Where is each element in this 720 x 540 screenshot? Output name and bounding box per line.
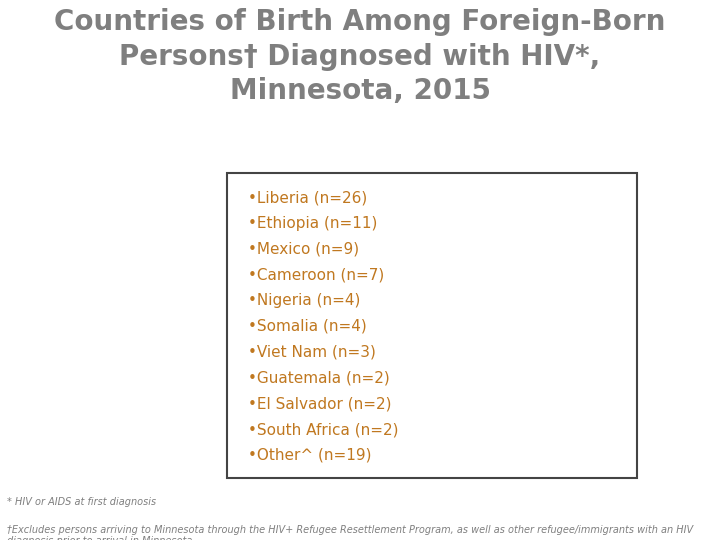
- Text: Countries of Birth Among Foreign-Born
Persons† Diagnosed with HIV*,
Minnesota, 2: Countries of Birth Among Foreign-Born Pe…: [54, 8, 666, 105]
- Text: •El Salvador (n=2): •El Salvador (n=2): [248, 396, 392, 411]
- Text: •Somalia (n=4): •Somalia (n=4): [248, 319, 367, 334]
- Text: * HIV or AIDS at first diagnosis: * HIV or AIDS at first diagnosis: [7, 497, 156, 507]
- Text: •Cameroon (n=7): •Cameroon (n=7): [248, 267, 384, 282]
- Text: •Liberia (n=26): •Liberia (n=26): [248, 190, 368, 205]
- Text: •Viet Nam (n=3): •Viet Nam (n=3): [248, 345, 377, 360]
- Text: •Guatemala (n=2): •Guatemala (n=2): [248, 370, 390, 386]
- Text: •Ethiopia (n=11): •Ethiopia (n=11): [248, 216, 378, 231]
- Text: •Other^ (n=19): •Other^ (n=19): [248, 448, 372, 463]
- Text: •Nigeria (n=4): •Nigeria (n=4): [248, 293, 361, 308]
- Text: •Mexico (n=9): •Mexico (n=9): [248, 241, 359, 256]
- Text: †Excludes persons arriving to Minnesota through the HIV+ Refugee Resettlement Pr: †Excludes persons arriving to Minnesota …: [7, 525, 693, 540]
- Text: •South Africa (n=2): •South Africa (n=2): [248, 422, 399, 437]
- FancyBboxPatch shape: [227, 173, 637, 478]
